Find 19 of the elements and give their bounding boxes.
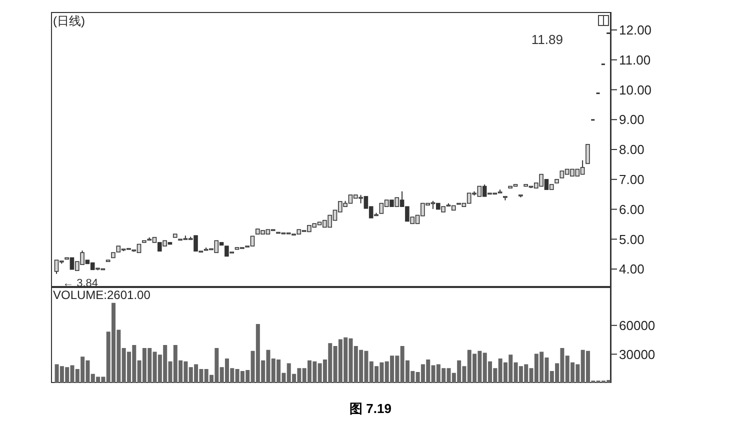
y-tick-label: 5.00 [619,232,644,247]
y-tick-label: 30000 [619,346,656,362]
caption: 图 7.19 [348,400,392,418]
y-tick-label: 10.00 [619,82,652,98]
y-tick-label: 8.00 [619,142,644,158]
candlestick [142,240,146,243]
candlestick [586,144,590,164]
y-tick-label: 4.00 [619,262,644,277]
chart-title: VOLUME:2601.00 [53,288,150,302]
y-tick-label: 11.00 [619,52,651,68]
chart-title: (日线) [53,13,85,30]
y-tick-label: 6.00 [619,202,644,217]
candlestick [172,234,178,238]
y-tick-label: 60000 [619,318,656,334]
annotation: 11.89 [531,32,563,47]
candlestick [554,178,559,184]
y-tick-label: 7.00 [619,172,644,188]
y-tick-label: 9.00 [619,112,644,128]
y-tick-label: 12.00 [619,22,652,38]
